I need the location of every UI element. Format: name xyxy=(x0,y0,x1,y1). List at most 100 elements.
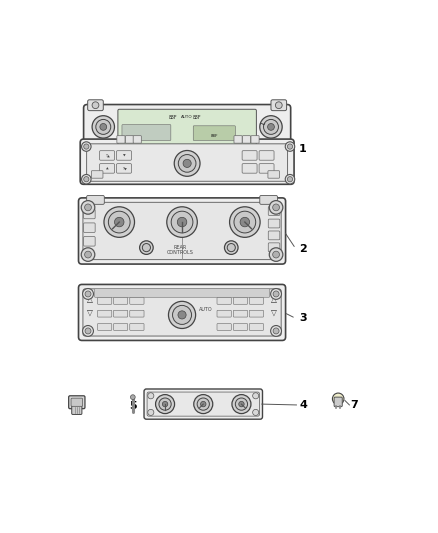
Circle shape xyxy=(269,200,283,214)
Text: 7: 7 xyxy=(350,400,358,410)
Text: ▼: ▼ xyxy=(123,154,125,157)
FancyBboxPatch shape xyxy=(78,285,286,341)
Circle shape xyxy=(155,394,175,414)
Text: 2: 2 xyxy=(299,244,307,254)
FancyBboxPatch shape xyxy=(193,126,235,141)
Circle shape xyxy=(230,207,260,237)
Circle shape xyxy=(85,204,92,211)
Circle shape xyxy=(253,409,259,415)
Circle shape xyxy=(201,401,206,407)
Circle shape xyxy=(264,119,279,134)
Circle shape xyxy=(171,211,193,233)
FancyBboxPatch shape xyxy=(233,297,247,304)
Text: T▼: T▼ xyxy=(122,166,127,171)
Circle shape xyxy=(162,401,168,407)
Circle shape xyxy=(83,326,93,336)
FancyBboxPatch shape xyxy=(99,151,114,160)
FancyBboxPatch shape xyxy=(84,223,95,232)
FancyBboxPatch shape xyxy=(83,289,281,336)
Circle shape xyxy=(273,328,279,334)
Circle shape xyxy=(271,326,282,336)
FancyBboxPatch shape xyxy=(217,324,231,330)
FancyBboxPatch shape xyxy=(125,136,134,143)
Text: 3: 3 xyxy=(299,313,307,324)
Circle shape xyxy=(285,142,295,151)
Text: T▲: T▲ xyxy=(105,154,110,157)
Circle shape xyxy=(173,305,191,325)
Text: ▽: ▽ xyxy=(88,308,93,317)
Text: AUTO: AUTO xyxy=(199,308,212,312)
FancyBboxPatch shape xyxy=(251,136,259,143)
Circle shape xyxy=(142,244,151,252)
FancyBboxPatch shape xyxy=(87,144,288,181)
Circle shape xyxy=(114,217,124,227)
FancyBboxPatch shape xyxy=(234,136,242,143)
FancyBboxPatch shape xyxy=(72,406,82,415)
FancyBboxPatch shape xyxy=(84,209,95,219)
Text: 4: 4 xyxy=(299,400,307,410)
Circle shape xyxy=(194,394,213,414)
FancyBboxPatch shape xyxy=(122,125,171,141)
Text: 6: 6 xyxy=(73,398,81,408)
Circle shape xyxy=(276,102,282,109)
FancyBboxPatch shape xyxy=(334,397,342,407)
FancyBboxPatch shape xyxy=(260,196,277,204)
FancyBboxPatch shape xyxy=(144,389,262,419)
FancyBboxPatch shape xyxy=(271,100,286,111)
Circle shape xyxy=(239,401,244,407)
FancyBboxPatch shape xyxy=(99,164,114,173)
FancyBboxPatch shape xyxy=(88,100,103,111)
FancyBboxPatch shape xyxy=(84,104,291,149)
Text: △: △ xyxy=(271,295,277,304)
FancyBboxPatch shape xyxy=(113,297,128,304)
FancyBboxPatch shape xyxy=(268,243,280,252)
Circle shape xyxy=(96,119,111,134)
FancyBboxPatch shape xyxy=(117,151,131,160)
Circle shape xyxy=(197,398,209,410)
FancyBboxPatch shape xyxy=(69,396,85,409)
Circle shape xyxy=(174,150,200,176)
Circle shape xyxy=(260,116,282,138)
Circle shape xyxy=(240,217,250,227)
Circle shape xyxy=(169,301,196,328)
FancyBboxPatch shape xyxy=(80,139,294,184)
FancyBboxPatch shape xyxy=(113,324,128,330)
Text: AUTO: AUTO xyxy=(181,115,193,119)
Text: △: △ xyxy=(88,295,93,304)
Circle shape xyxy=(92,102,99,109)
FancyBboxPatch shape xyxy=(259,151,274,160)
FancyBboxPatch shape xyxy=(147,392,259,416)
Circle shape xyxy=(269,248,283,261)
Circle shape xyxy=(273,291,279,297)
FancyBboxPatch shape xyxy=(98,324,112,330)
FancyBboxPatch shape xyxy=(249,310,264,317)
Circle shape xyxy=(140,241,153,254)
FancyBboxPatch shape xyxy=(242,151,257,160)
Text: 5: 5 xyxy=(129,401,137,411)
Circle shape xyxy=(84,176,89,182)
Text: CONTROLS: CONTROLS xyxy=(167,249,194,255)
Circle shape xyxy=(92,116,114,138)
FancyBboxPatch shape xyxy=(268,231,280,240)
Circle shape xyxy=(285,174,295,184)
Circle shape xyxy=(85,291,91,297)
FancyBboxPatch shape xyxy=(268,207,280,215)
Circle shape xyxy=(235,398,247,410)
Circle shape xyxy=(85,328,91,334)
Text: 88F: 88F xyxy=(193,115,201,119)
Circle shape xyxy=(83,288,93,300)
Circle shape xyxy=(167,207,197,237)
FancyBboxPatch shape xyxy=(130,297,144,304)
FancyBboxPatch shape xyxy=(259,164,274,173)
Circle shape xyxy=(287,144,293,149)
FancyBboxPatch shape xyxy=(268,171,279,178)
Circle shape xyxy=(148,393,154,399)
Circle shape xyxy=(85,251,92,258)
Circle shape xyxy=(273,251,279,258)
FancyBboxPatch shape xyxy=(133,136,141,143)
FancyBboxPatch shape xyxy=(92,171,103,178)
Circle shape xyxy=(232,394,251,414)
Circle shape xyxy=(287,176,293,182)
FancyBboxPatch shape xyxy=(243,136,251,143)
FancyBboxPatch shape xyxy=(71,398,83,406)
